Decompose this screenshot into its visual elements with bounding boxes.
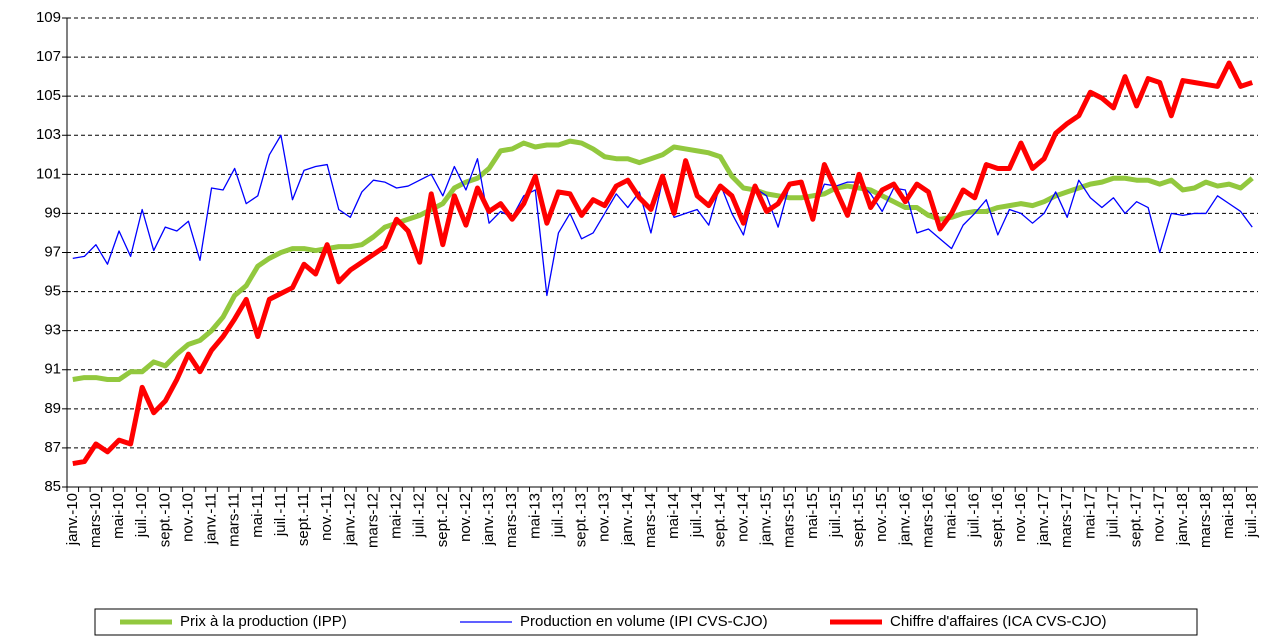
- x-tick-label: juil.-16: [966, 493, 983, 538]
- x-tick-label: janv.-10: [64, 493, 81, 546]
- x-tick-label: janv.-16: [896, 493, 913, 546]
- x-tick-label: janv.-17: [1035, 493, 1052, 546]
- x-tick-label: mai-17: [1081, 493, 1098, 539]
- x-tick-label: mai-12: [388, 493, 405, 539]
- x-tick-label: nov.-15: [873, 493, 890, 542]
- x-tick-label: mars-14: [642, 493, 659, 548]
- series-line: [72, 138, 1254, 383]
- series-line: [72, 60, 1254, 467]
- x-tick-label: janv.-14: [619, 493, 636, 546]
- x-tick-label: janv.-15: [758, 493, 775, 546]
- x-tick-label: nov.-13: [596, 493, 613, 542]
- legend-label: Production en volume (IPI CVS-CJO): [520, 613, 768, 630]
- y-tick-label: 99: [44, 204, 61, 221]
- x-tick-label: sept.-12: [434, 493, 451, 547]
- x-tick-label: mai-13: [526, 493, 543, 539]
- x-tick-label: janv.-11: [203, 493, 220, 545]
- y-tick-label: 85: [44, 478, 61, 495]
- x-tick-label: juil.-10: [133, 493, 150, 538]
- x-tick-label: sept.-10: [156, 493, 173, 547]
- x-tick-label: mai-15: [804, 493, 821, 539]
- x-tick-label: juil.-18: [1243, 493, 1260, 538]
- x-tick-label: juil.-14: [688, 493, 705, 538]
- x-tick-label: nov.-12: [457, 493, 474, 542]
- x-tick-label: janv.-18: [1174, 493, 1191, 546]
- y-tick-label: 97: [44, 243, 61, 260]
- x-tick-label: sept.-16: [989, 493, 1006, 547]
- x-tick-label: mai-10: [110, 493, 127, 539]
- y-tick-label: 95: [44, 283, 61, 300]
- x-tick-label: sept.-14: [711, 493, 728, 547]
- x-tick-label: juil.-11: [272, 493, 289, 537]
- y-tick-label: 107: [36, 48, 61, 65]
- legend-label: Prix à la production (IPP): [180, 613, 347, 630]
- x-tick-label: sept.-17: [1128, 493, 1145, 547]
- x-tick-label: sept.-15: [850, 493, 867, 547]
- series-line: [72, 134, 1253, 297]
- y-tick-label: 101: [36, 165, 61, 182]
- x-tick-label: juil.-12: [411, 493, 428, 538]
- y-tick-label: 93: [44, 322, 61, 339]
- x-tick-label: mars-16: [919, 493, 936, 548]
- x-tick-label: mars-12: [364, 493, 381, 548]
- x-tick-label: juil.-17: [1104, 493, 1121, 538]
- x-tick-label: juil.-13: [549, 493, 566, 538]
- legend-label: Chiffre d'affaires (ICA CVS-CJO): [890, 613, 1107, 630]
- x-tick-label: sept.-11: [295, 493, 312, 546]
- x-tick-label: mars-15: [781, 493, 798, 548]
- y-tick-label: 109: [36, 9, 61, 26]
- x-tick-label: mars-13: [503, 493, 520, 548]
- y-tick-label: 89: [44, 400, 61, 417]
- y-tick-label: 105: [36, 87, 61, 104]
- legend-box: [94, 608, 1198, 636]
- x-tick-label: mars-17: [1058, 493, 1075, 548]
- x-tick-label: sept.-13: [573, 493, 590, 547]
- x-tick-label: juil.-15: [827, 493, 844, 538]
- x-tick-label: nov.-10: [179, 493, 196, 542]
- y-tick-label: 103: [36, 126, 61, 143]
- x-tick-label: janv.-13: [480, 493, 497, 546]
- y-tick-label: 87: [44, 439, 61, 456]
- x-tick-label: mai-16: [943, 493, 960, 539]
- x-tick-label: janv.-12: [341, 493, 358, 546]
- x-tick-label: nov.-17: [1151, 493, 1168, 542]
- x-tick-label: mars-11: [226, 493, 243, 547]
- x-tick-label: mai-14: [665, 493, 682, 539]
- x-tick-label: nov.-16: [1012, 493, 1029, 542]
- x-tick-label: nov.-14: [734, 493, 751, 542]
- x-tick-label: mai-18: [1220, 493, 1237, 539]
- x-tick-label: mars-10: [87, 493, 104, 548]
- x-tick-label: nov.-11: [318, 493, 335, 541]
- x-tick-label: mars-18: [1197, 493, 1214, 548]
- y-tick-label: 91: [44, 361, 61, 378]
- x-tick-label: mai-11: [249, 493, 266, 538]
